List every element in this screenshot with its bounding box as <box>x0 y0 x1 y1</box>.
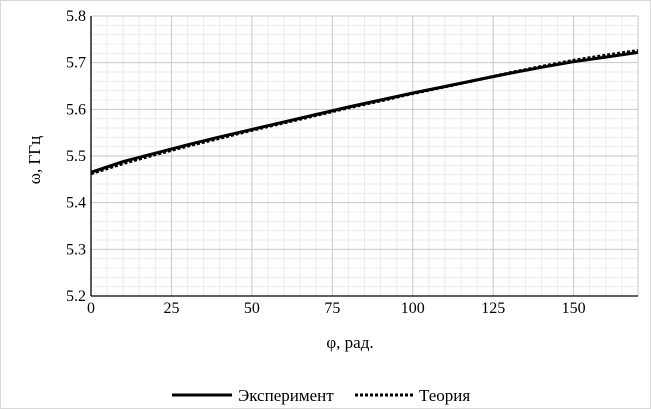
legend: Эксперимент Теория <box>172 386 470 405</box>
x-axis-title: φ, рад. <box>326 333 373 352</box>
y-tick-label: 5.7 <box>66 55 86 72</box>
x-tick-label: 25 <box>163 300 179 317</box>
series-line-theory <box>90 49 639 176</box>
y-tick-label: 5.2 <box>66 288 86 305</box>
x-tick-label: 125 <box>481 300 505 317</box>
y-axis-title: ω, ГГц <box>25 136 44 184</box>
axes <box>90 16 638 297</box>
x-tick-label: 0 <box>87 300 95 317</box>
y-tick-label: 5.4 <box>66 195 86 212</box>
x-tick-label: 100 <box>401 300 425 317</box>
y-tick-label: 5.5 <box>66 148 86 165</box>
y-tick-label: 5.6 <box>66 101 86 118</box>
x-tick-label: 150 <box>562 300 586 317</box>
x-tick-label: 75 <box>324 300 340 317</box>
x-tick-labels: 0 25 50 75 100 125 150 <box>87 300 586 317</box>
legend-label-experiment: Эксперимент <box>238 386 334 405</box>
y-tick-label: 5.8 <box>66 8 86 25</box>
y-tick-label: 5.3 <box>66 241 86 258</box>
x-tick-label: 50 <box>244 300 260 317</box>
y-tick-labels: 5.2 5.3 5.4 5.5 5.6 5.7 5.8 <box>66 8 86 305</box>
series-lines <box>90 49 639 176</box>
legend-label-theory: Теория <box>419 386 470 405</box>
